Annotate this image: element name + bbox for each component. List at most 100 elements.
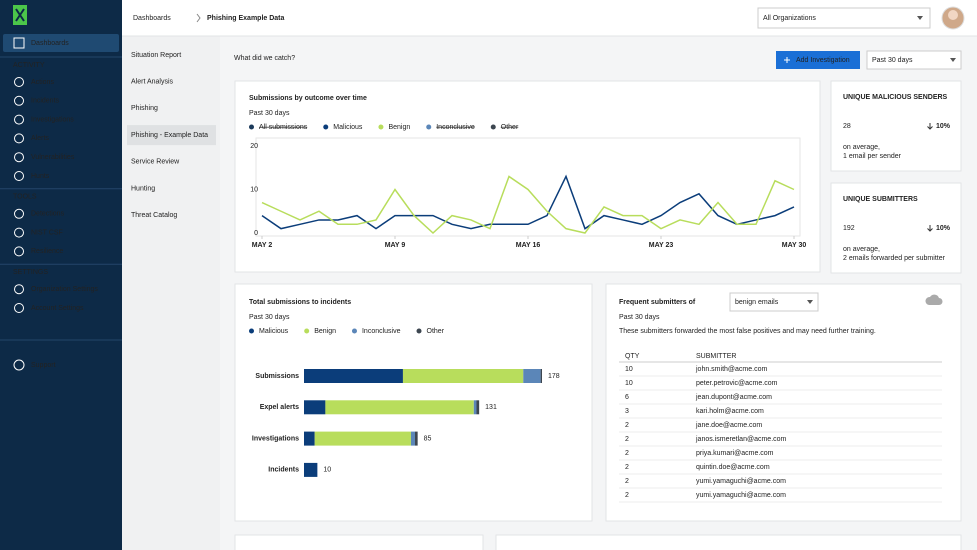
nav-item[interactable]: Dashboards (31, 40, 69, 47)
nav-item[interactable]: Incidents (31, 98, 60, 105)
nav-item[interactable]: Alerts (31, 135, 49, 142)
org-select[interactable] (757, 7, 931, 29)
breadcrumb-sep (196, 13, 201, 23)
bar-segment (325, 400, 474, 415)
subnav-active (127, 125, 216, 146)
cell: john.smith@acme.com (695, 366, 767, 373)
legend-label[interactable]: Inconclusive (436, 124, 475, 131)
x-tick-label: MAY 30 (782, 242, 807, 249)
nav-icon (14, 133, 24, 144)
cell: janos.ismeretlan@acme.com (695, 436, 787, 443)
org-select-text: All Organizations (763, 15, 816, 22)
stat-note: on average, (843, 246, 880, 253)
bar-segment (304, 369, 403, 383)
nav-item[interactable]: NIST CSF (31, 229, 63, 236)
nav-icon (14, 77, 24, 87)
add-button[interactable] (776, 51, 860, 69)
chart-subtitle: Past 30 days (249, 314, 290, 321)
legend-label[interactable]: Malicious (333, 124, 363, 131)
legend-dot (304, 328, 310, 334)
legend-label[interactable]: Benign (388, 124, 410, 131)
nav-section: TOOLS (13, 194, 37, 201)
subnav-item[interactable]: Threat Catalog (131, 212, 177, 219)
stat-value: 28 (843, 123, 851, 130)
stat-change: 10% (936, 225, 951, 232)
cell: 2 (625, 450, 629, 457)
bar-segment (304, 400, 326, 415)
legend-label[interactable]: Other (427, 328, 445, 335)
legend-dot (490, 124, 496, 130)
y-tick-label: 0 (254, 230, 258, 237)
bar-segment (304, 431, 315, 446)
caret (950, 58, 956, 62)
filter-select[interactable] (729, 292, 819, 312)
nav-item[interactable]: Actions (31, 79, 54, 86)
cell: 10 (625, 380, 633, 387)
legend-label[interactable]: All submissions (259, 124, 308, 131)
nav-item[interactable]: Account Settings (31, 305, 84, 312)
subnav-item[interactable]: Phishing - Example Data (131, 132, 208, 139)
chart-title: Total submissions to incidents (249, 299, 351, 306)
cell: 6 (625, 394, 629, 401)
cell: priya.kumari@acme.com (696, 450, 774, 457)
bar-segment (476, 400, 480, 415)
stat-title: UNIQUE MALICIOUS SENDERS (843, 94, 948, 101)
nav-icon (14, 303, 24, 313)
column-header: SUBMITTER (696, 353, 736, 360)
legend-label[interactable]: Inconclusive (362, 328, 401, 335)
cell: 2 (625, 464, 629, 471)
nav-icon (14, 114, 24, 125)
nav-section: ACTIVITY (13, 62, 45, 69)
legend-label[interactable]: Other (501, 124, 519, 131)
stat-change: 10% (936, 123, 951, 130)
nav-item[interactable]: Hunts (31, 173, 50, 180)
subnav-item[interactable]: Situation Report (131, 52, 181, 59)
nav-item[interactable]: Organization Settings (31, 286, 98, 293)
nav-icon (14, 246, 24, 257)
legend-dot (378, 124, 384, 130)
legend-dot (249, 124, 254, 130)
card (830, 80, 962, 172)
legend-label[interactable]: Malicious (259, 328, 289, 335)
subnav-item[interactable]: Alert Analysis (131, 79, 174, 86)
caret (807, 300, 813, 304)
x-tick-label: MAY 9 (385, 242, 406, 249)
subnav-item[interactable]: Phishing (131, 105, 158, 112)
cell: kari.holm@acme.com (696, 408, 764, 415)
bar-total: 178 (548, 373, 560, 380)
bar-total: 10 (323, 467, 331, 474)
add-button-text: Add Investigation (796, 57, 850, 64)
nav-icon (13, 359, 25, 371)
subnav-item[interactable]: Hunting (131, 185, 155, 192)
range-select[interactable] (866, 50, 962, 70)
cell: yumi.yamaguchi@acme.com (696, 478, 786, 485)
x-tick-label: MAY 16 (516, 242, 541, 249)
card-title: Frequent submitters of (619, 299, 696, 306)
logo-mark (15, 8, 25, 22)
legend-label[interactable]: Benign (314, 328, 336, 335)
bar-category: Expel alerts (260, 404, 299, 411)
nav-section: SETTINGS (13, 269, 48, 276)
bar-segment (414, 431, 418, 446)
filter-select-text: benign emails (735, 299, 779, 306)
nav-item[interactable]: Vulnerabilities (31, 154, 75, 161)
nav-item[interactable]: Investigations (31, 116, 74, 123)
subnav-item[interactable]: Service Review (131, 159, 180, 166)
card (234, 534, 484, 550)
cell: jean.dupont@acme.com (695, 394, 772, 401)
stat-title: UNIQUE SUBMITTERS (843, 196, 918, 203)
bar-segment (540, 369, 542, 383)
download-icon[interactable] (925, 294, 943, 305)
stat-note: on average, (843, 144, 880, 151)
y-tick-label: 20 (250, 143, 258, 150)
y-tick-label: 10 (250, 186, 258, 193)
cell: 3 (625, 408, 629, 415)
line (261, 174, 795, 230)
nav-item[interactable]: Support (31, 362, 56, 369)
nav-item[interactable]: Resilience (31, 248, 63, 255)
bar-segment (314, 431, 411, 446)
breadcrumb[interactable]: Dashboards (133, 15, 171, 22)
nav-item[interactable]: Detections (31, 211, 65, 218)
bar-segment (473, 400, 477, 415)
